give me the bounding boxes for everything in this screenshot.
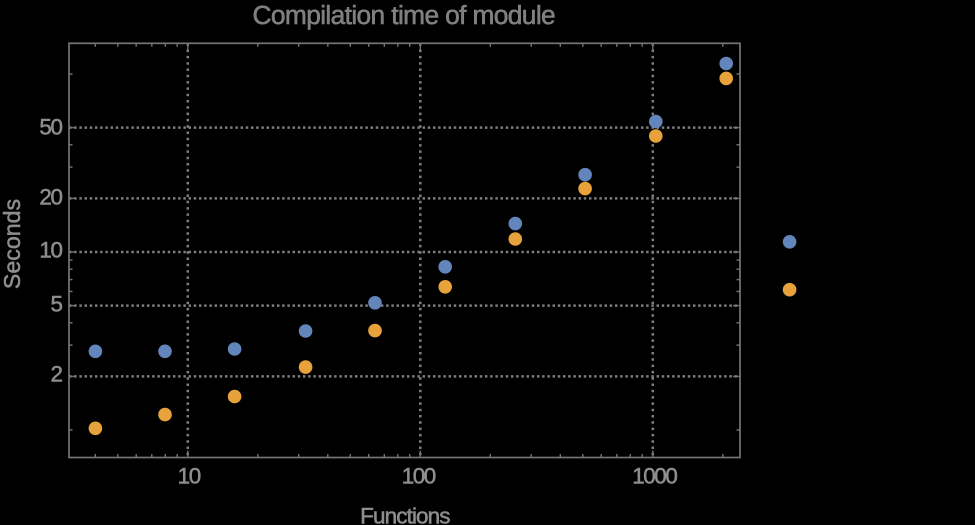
svg-text:100: 100 (402, 463, 436, 488)
svg-text:50: 50 (39, 115, 62, 140)
svg-text:20: 20 (39, 185, 62, 210)
svg-text:Seconds: Seconds (0, 199, 25, 289)
svg-text:Compilation time of module: Compilation time of module (253, 0, 556, 30)
svg-text:5: 5 (50, 292, 62, 317)
svg-text:10: 10 (39, 238, 62, 263)
svg-text:1000: 1000 (632, 463, 677, 488)
svg-text:10: 10 (178, 463, 201, 488)
svg-text:2: 2 (50, 362, 62, 387)
svg-text:Functions: Functions (360, 504, 450, 525)
